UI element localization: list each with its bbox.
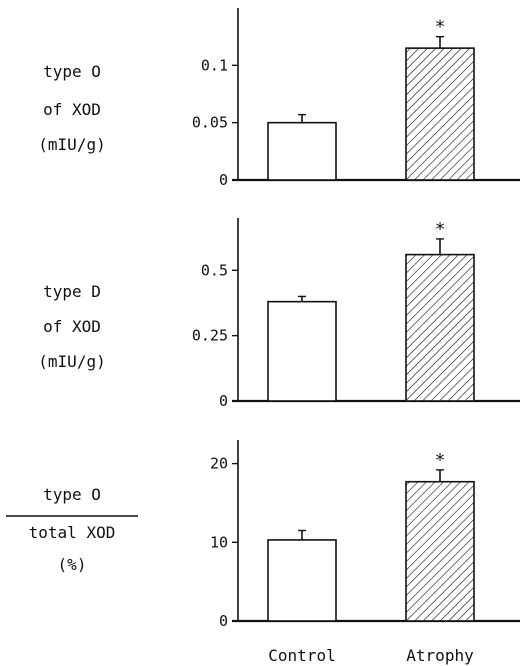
- y-tick-label: 0.05: [192, 114, 228, 132]
- x-category-label-atrophy: Atrophy: [406, 646, 474, 665]
- y-tick-label: 10: [210, 533, 228, 551]
- significance-marker: *: [435, 219, 446, 240]
- y-tick-label: 0.25: [192, 327, 228, 345]
- y-axis-label-line: of XOD: [43, 317, 101, 336]
- y-axis-label-line: type O: [43, 485, 101, 504]
- y-axis-label-line: type O: [43, 62, 101, 81]
- y-tick-label: 0: [219, 612, 228, 630]
- y-axis-label-line: (mIU/g): [38, 352, 105, 371]
- y-axis-label-line: (%): [58, 555, 87, 574]
- y-tick-label: 0: [219, 171, 228, 189]
- y-axis-label-line: type D: [43, 282, 101, 301]
- bar-control: [267, 539, 337, 622]
- y-tick-label: 0.1: [201, 56, 228, 74]
- chart-panel-2: type D of XOD (mIU/g) 0 0.25 0.5 *: [38, 218, 520, 410]
- y-tick-label: 20: [210, 455, 228, 473]
- chart-panel-3: type O total XOD (%) 0 10 20 *: [6, 440, 520, 630]
- y-axis-label-line: of XOD: [43, 100, 101, 119]
- bar-atrophy: [405, 480, 475, 622]
- chart-panel-1: type O of XOD (mIU/g) 0 0.05 0.1 *: [38, 8, 520, 189]
- bar-control: [267, 300, 337, 402]
- bar-atrophy: [405, 47, 475, 181]
- significance-marker: *: [435, 450, 446, 471]
- x-category-label-control: Control: [268, 646, 335, 665]
- y-axis-label-line: (mIU/g): [38, 135, 105, 154]
- bar-control: [267, 121, 337, 181]
- panels: type O of XOD (mIU/g) 0 0.05 0.1 * type D of XOD…: [6, 8, 520, 630]
- y-tick-label: 0.5: [201, 261, 228, 279]
- significance-marker: *: [435, 17, 446, 38]
- y-axis-label-line: total XOD: [29, 523, 116, 542]
- bar-atrophy: [405, 253, 475, 402]
- x-category-labels: Control Atrophy: [268, 646, 474, 665]
- y-tick-label: 0: [219, 392, 228, 410]
